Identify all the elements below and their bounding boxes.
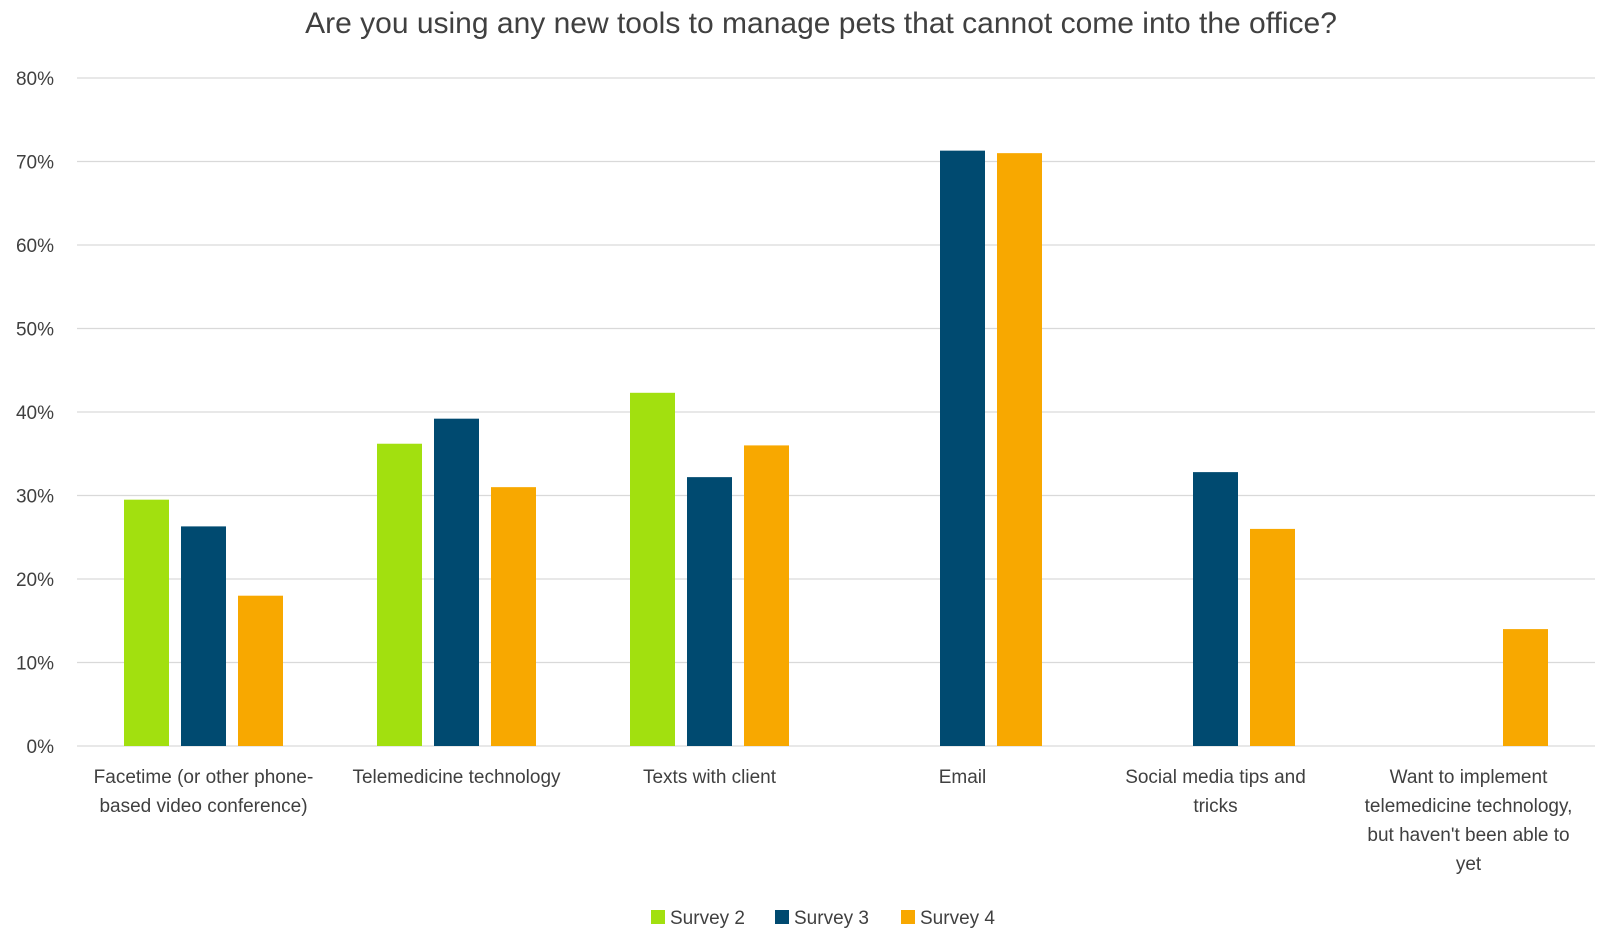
- x-category-label: Want to implement telemedicine technology…: [1365, 767, 1573, 875]
- y-tick-label: 10%: [16, 654, 54, 675]
- chart-title: Are you using any new tools to manage pe…: [305, 7, 1337, 40]
- y-tick-label: 30%: [16, 487, 54, 508]
- bar: [997, 153, 1042, 746]
- y-tick-label: 60%: [16, 236, 54, 257]
- y-tick-label: 40%: [16, 403, 54, 424]
- y-tick-label: 70%: [16, 153, 54, 174]
- bar: [377, 443, 422, 746]
- bar: [491, 487, 536, 746]
- legend-label: Survey 2: [670, 908, 745, 929]
- x-category-label: Social media tips and tricks: [1125, 767, 1306, 817]
- x-category-label: Email: [939, 767, 987, 788]
- x-axis-categories: Facetime (or other phone-based video con…: [94, 767, 1573, 875]
- bar: [1503, 629, 1548, 746]
- y-tick-label: 50%: [16, 320, 54, 341]
- legend-swatch: [775, 910, 789, 924]
- y-tick-label: 20%: [16, 570, 54, 591]
- x-category-label: Facetime (or other phone-based video con…: [94, 767, 314, 817]
- x-category-label: Texts with client: [643, 767, 777, 788]
- bar: [1250, 528, 1295, 746]
- gridlines: [77, 77, 1595, 747]
- legend-label: Survey 3: [794, 908, 869, 929]
- y-axis-ticks: 0% 10% 20% 30% 40% 50% 60% 70% 80%: [16, 69, 54, 758]
- bar: [744, 445, 789, 746]
- bars: [124, 150, 1548, 746]
- bar: [181, 526, 226, 746]
- legend-swatch: [901, 910, 915, 924]
- bar: [238, 595, 283, 746]
- bar: [1193, 472, 1238, 746]
- legend-label: Survey 4: [920, 908, 995, 929]
- x-category-label: Telemedicine technology: [352, 767, 561, 788]
- legend-swatch: [651, 910, 665, 924]
- legend: Survey 2 Survey 3 Survey 4: [651, 908, 995, 929]
- bar: [124, 499, 169, 746]
- bar: [687, 477, 732, 746]
- bar: [434, 418, 479, 746]
- y-tick-label: 0%: [27, 737, 55, 758]
- y-tick-label: 80%: [16, 69, 54, 90]
- bar: [630, 392, 675, 746]
- bar: [940, 150, 985, 746]
